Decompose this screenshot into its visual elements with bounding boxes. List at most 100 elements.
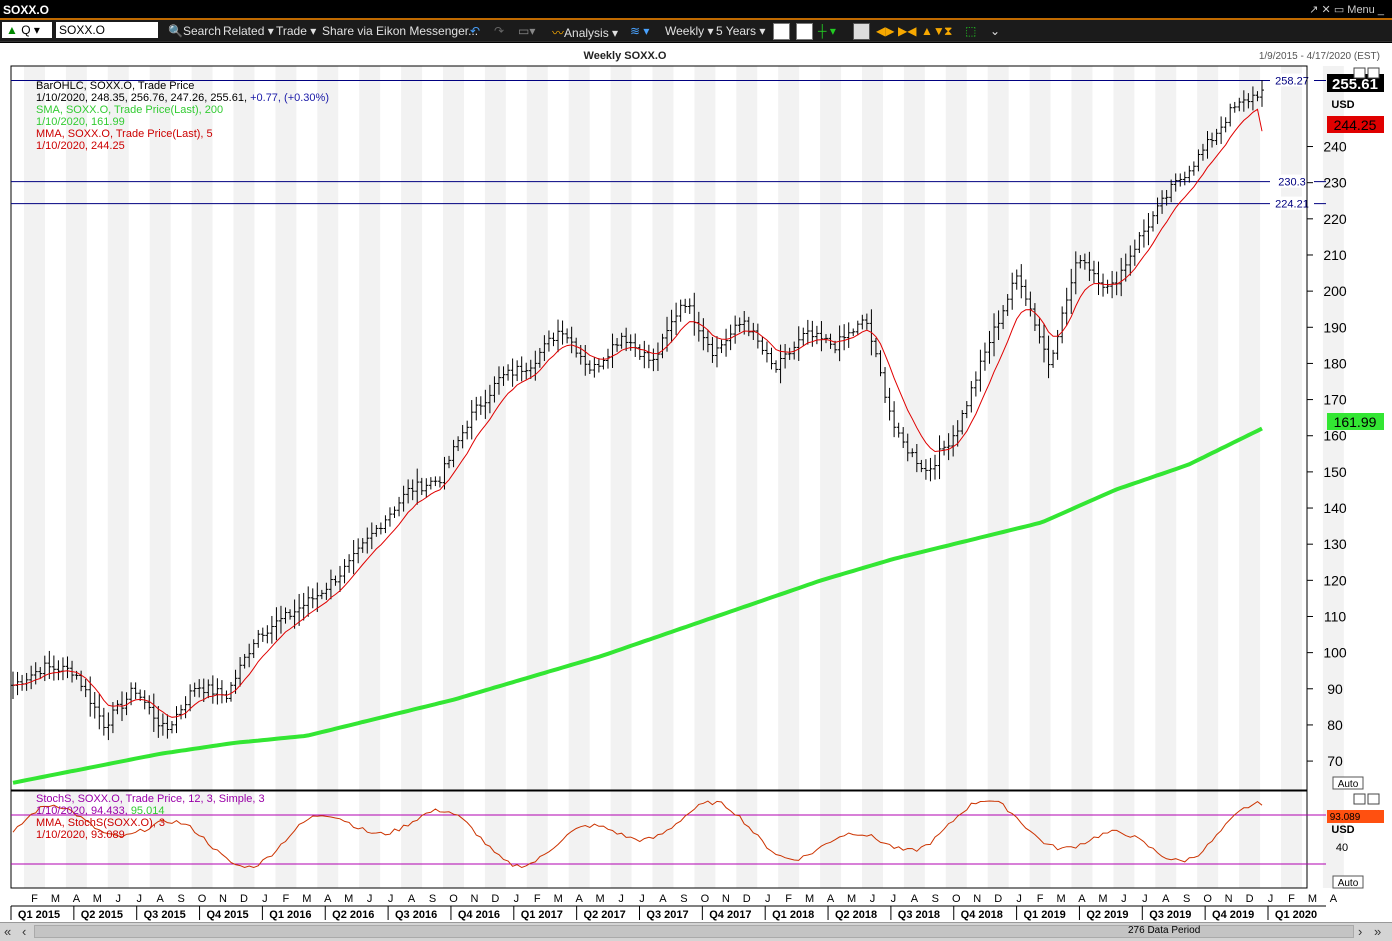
select-icon[interactable]: ⬚ — [965, 24, 977, 38]
month-band — [1322, 66, 1344, 888]
stoch-tick-40: 40 — [1336, 842, 1348, 854]
folder-icon[interactable]: ▭▾ — [518, 24, 536, 38]
ohlc-bar — [1128, 245, 1133, 276]
more-icon[interactable]: ⌄ — [990, 24, 1001, 38]
month-label: A — [73, 893, 81, 905]
ohlc-bar — [533, 350, 538, 381]
ohlc-bar — [251, 639, 256, 659]
menu-label[interactable]: Menu — [1347, 4, 1375, 16]
stoch-panel-close-icon[interactable] — [1367, 793, 1380, 805]
ohlc-bar — [56, 660, 61, 681]
zoom-box-icon[interactable] — [853, 23, 870, 40]
month-band — [233, 66, 255, 888]
price-tick-label: 180 — [1323, 355, 1347, 371]
price-chart[interactable]: 258.27 230.3 224.21 70 80 90 100 110 120 130 140 1… — [0, 43, 1392, 941]
scroll-right-icon[interactable]: » — [1374, 924, 1382, 939]
legend-ohlc-values: 1/10/2020, 248.35, 256.76, 247.26, 255.6… — [36, 92, 248, 104]
step-right-icon[interactable]: › — [1358, 924, 1363, 939]
month-label: A — [1078, 893, 1086, 905]
scroll-left-right-icon[interactable]: ◀▶ — [876, 24, 895, 38]
ohlc-bar — [242, 653, 247, 669]
month-label: J — [1121, 893, 1127, 905]
ohlc-bar — [1101, 273, 1106, 297]
stoch-panel-restore-icon[interactable] — [1353, 793, 1366, 805]
overlay-icon[interactable]: ≋ ▾ — [630, 24, 650, 38]
ohlc-bar — [942, 440, 947, 456]
ohlc-bar — [1010, 272, 1015, 310]
fit-vertical-icon[interactable]: ⧗ — [944, 24, 953, 38]
legend-stoch-mma-name: MMA, StochS(SOXX.O), 3 — [36, 817, 165, 829]
month-label: J — [367, 893, 373, 905]
ohlc-bar — [265, 625, 270, 644]
ohlc-bar — [356, 538, 361, 564]
ohlc-bar — [169, 720, 174, 734]
line-chart-icon[interactable] — [773, 23, 790, 40]
ohlc-bar — [814, 325, 819, 345]
month-band — [568, 66, 590, 888]
ohlc-bar — [551, 332, 556, 347]
ohlc-bar — [864, 313, 869, 330]
crosshair-icon[interactable]: ┼ ▾ — [818, 24, 836, 38]
ohlc-bar — [937, 435, 942, 480]
quote-selector[interactable]: ▲ Q ▾ — [2, 22, 52, 38]
month-label: J — [388, 893, 394, 905]
stoch-auto-label[interactable]: Auto — [1338, 878, 1359, 889]
month-label: S — [1183, 893, 1190, 905]
ohlc-bar — [1078, 255, 1083, 269]
price-panel-restore-icon[interactable] — [1353, 67, 1366, 79]
ohlc-bar — [1237, 97, 1242, 112]
price-auto-button[interactable] — [1332, 776, 1364, 790]
ohlc-bar — [905, 433, 910, 462]
quarter-label: Q1 2020 — [1275, 909, 1317, 921]
quote-label: Q — [21, 23, 31, 37]
fit-horizontal-icon[interactable]: ▶◀ — [898, 24, 917, 38]
month-band — [65, 66, 87, 888]
scroll-left-icon[interactable]: « — [4, 924, 12, 939]
range-menu[interactable]: 5 Years ▾ — [716, 24, 766, 38]
ohlc-bar — [633, 333, 638, 357]
search-button[interactable]: 🔍Search — [168, 24, 221, 38]
ohlc-bar — [510, 358, 515, 387]
undo-icon[interactable]: ↶ — [470, 24, 481, 38]
ohlc-bar — [592, 356, 597, 378]
related-menu[interactable]: Related ▾ — [223, 24, 274, 38]
price-panel-close-icon[interactable] — [1367, 67, 1380, 79]
analysis-menu[interactable]: 〰Analysis ▾ — [552, 26, 619, 40]
time-scrollbar[interactable]: « ‹ 276 Data Period › » — [0, 922, 1392, 941]
quarter-label: Q2 2019 — [1086, 909, 1128, 921]
interval-menu[interactable]: Weekly ▾ — [665, 24, 714, 38]
ohlc-bar — [33, 662, 38, 685]
ohlc-bar — [896, 422, 901, 438]
ric-input[interactable]: SOXX.O — [56, 22, 158, 38]
step-left-icon[interactable]: ‹ — [22, 924, 27, 939]
compare-chart-icon[interactable] — [796, 23, 813, 40]
ohlc-bar — [483, 389, 488, 419]
trade-menu[interactable]: Trade ▾ — [276, 24, 317, 38]
stoch-auto-button[interactable] — [1332, 875, 1364, 889]
redo-icon[interactable]: ↷ — [494, 24, 505, 38]
month-band — [820, 66, 842, 888]
ohlc-bar — [1164, 189, 1169, 206]
ohlc-bar — [1087, 251, 1092, 281]
ohlc-bar — [519, 356, 524, 382]
ohlc-bar — [415, 468, 420, 505]
ohlc-bar — [1150, 211, 1155, 232]
sma-200-line — [12, 426, 1263, 785]
window-menu[interactable]: ↗ ✕ ▭ Menu _ — [1309, 4, 1384, 16]
scroll-up-down-icon[interactable]: ▲▼ — [921, 24, 945, 38]
price-auto-label[interactable]: Auto — [1338, 779, 1359, 790]
month-label: F — [1037, 893, 1044, 905]
legend-stoch-values-row: 1/10/2020, 94.433, 95.014 — [36, 805, 265, 817]
ohlc-bar — [846, 322, 851, 348]
share-button[interactable]: Share via Eikon Messenger... — [322, 24, 479, 38]
quarter-label: Q1 2017 — [521, 909, 563, 921]
ohlc-bar — [419, 477, 424, 495]
quarter-label: Q1 2015 — [18, 909, 60, 921]
month-label: F — [31, 893, 38, 905]
ohlc-bar — [83, 679, 88, 698]
range-label: 5 Years — [716, 24, 757, 38]
scroll-thumb[interactable] — [34, 925, 1354, 938]
legend-ohlc-change: +0.77, (+0.30%) — [250, 92, 329, 104]
month-band — [987, 66, 1009, 888]
search-label: Search — [182, 24, 221, 38]
